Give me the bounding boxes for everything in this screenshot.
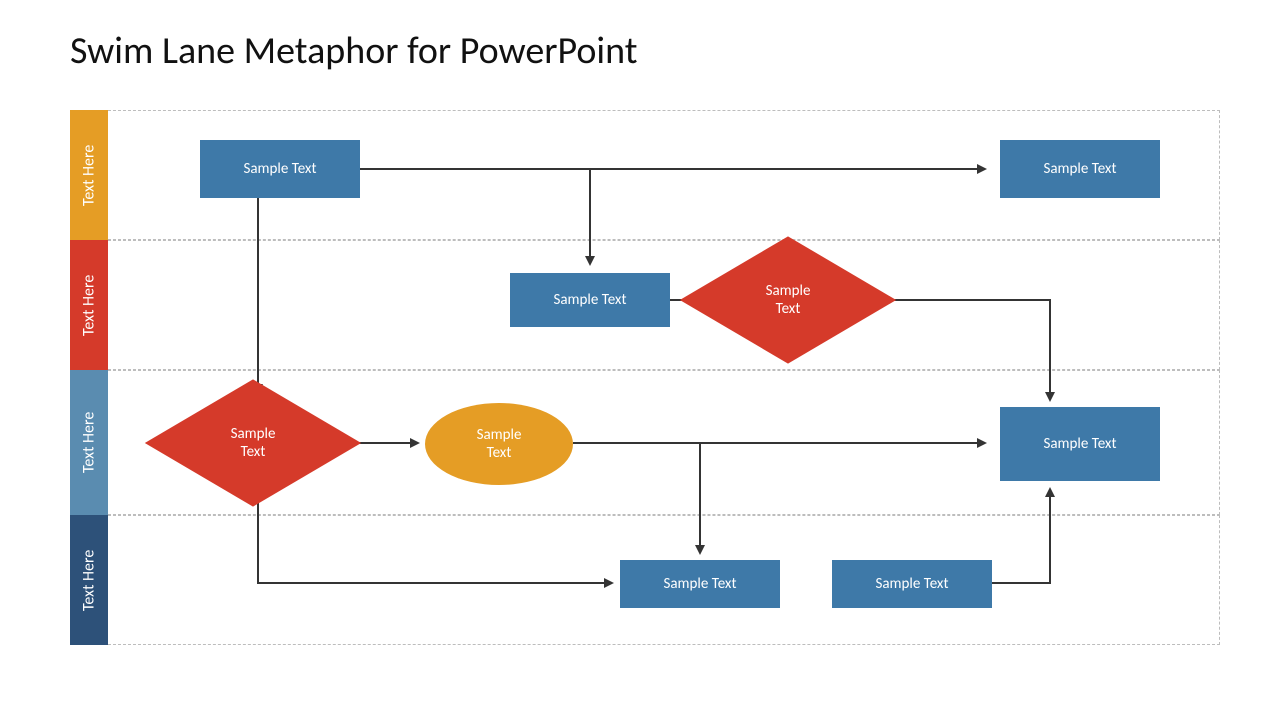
lane-label-text: Text Here (80, 274, 99, 335)
lane-label-text: Text Here (80, 549, 99, 610)
page-title: Swim Lane Metaphor for PowerPoint (70, 28, 637, 74)
node-label: Sample Text (243, 160, 316, 178)
terminator-node: SampleText (425, 403, 573, 485)
process-node-5: Sample Text (620, 560, 780, 608)
process-node-1: Sample Text (200, 140, 360, 198)
process-node-6: Sample Text (832, 560, 992, 608)
node-label: Sample Text (663, 575, 736, 593)
process-node-3: Sample Text (510, 273, 670, 327)
node-label: SampleText (477, 426, 522, 462)
node-label: Sample Text (875, 575, 948, 593)
decision-node-2: SampleText (208, 398, 298, 488)
lane-label-text: Text Here (80, 144, 99, 205)
lane-label-4: Text Here (70, 515, 108, 645)
swimlane-canvas: Swim Lane Metaphor for PowerPoint Text H… (0, 0, 1280, 720)
lane-label-text: Text Here (80, 412, 99, 473)
lane-label-2: Text Here (70, 240, 108, 370)
node-label: Sample Text (1043, 435, 1116, 453)
decision-node-1: SampleText (743, 255, 833, 345)
node-label: Sample Text (553, 291, 626, 309)
node-label: Sample Text (1043, 160, 1116, 178)
node-label: SampleText (766, 282, 811, 318)
lane-label-3: Text Here (70, 370, 108, 515)
process-node-4: Sample Text (1000, 407, 1160, 481)
node-label: SampleText (231, 425, 276, 461)
lane-label-1: Text Here (70, 110, 108, 240)
process-node-2: Sample Text (1000, 140, 1160, 198)
